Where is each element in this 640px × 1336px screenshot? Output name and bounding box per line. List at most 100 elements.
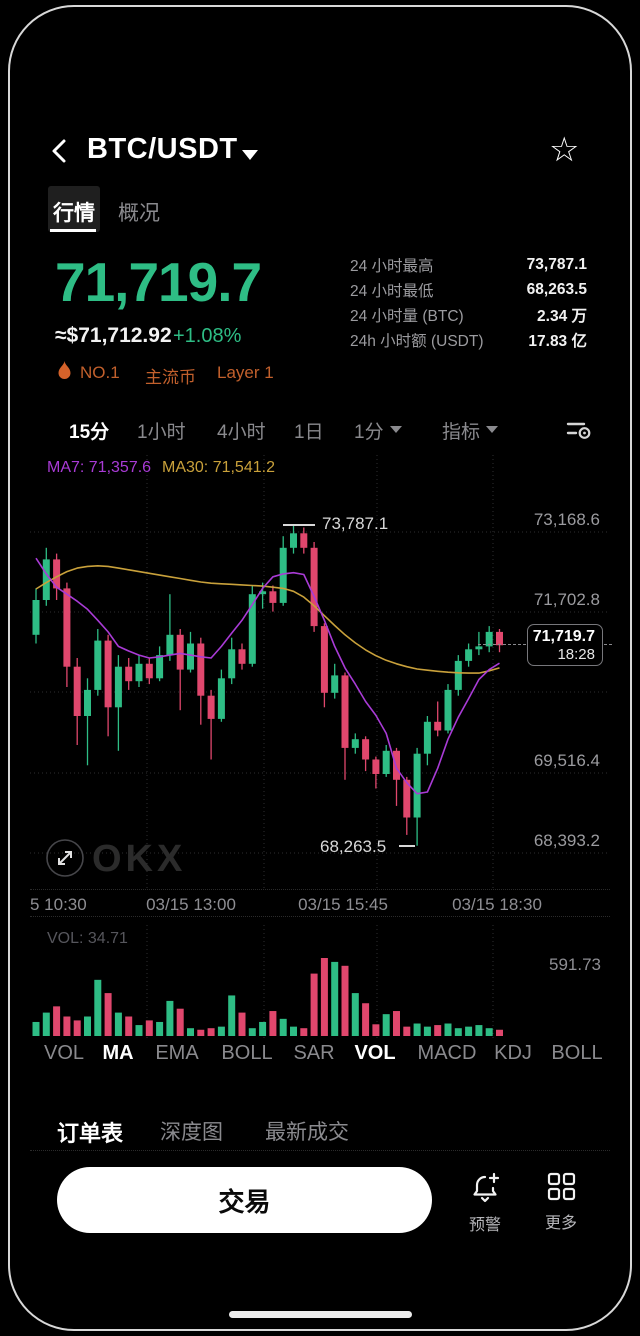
volume-current-label: VOL: 34.71 <box>47 930 128 947</box>
chart-settings-icon[interactable] <box>566 418 592 440</box>
y-axis-label: 71,702.8 <box>533 590 600 609</box>
alert-button[interactable]: 预警 <box>455 1170 515 1235</box>
volume-chart[interactable] <box>30 925 610 1038</box>
candle-body <box>238 649 246 664</box>
stat-row: 24 小时最低 68,263.5 <box>350 277 587 302</box>
y-axis-label: 69,516.4 <box>533 751 600 770</box>
ma7-label: MA7: 71,357.6 <box>47 459 152 476</box>
indicator-tab-vol[interactable]: VOL <box>43 1042 85 1064</box>
x-axis-label: 03/15 13:00 <box>146 895 236 914</box>
y-axis-label: 73,168.6 <box>533 510 600 529</box>
timeframe-dropdown[interactable]: 1分 <box>354 422 384 443</box>
timeframe-4h[interactable]: 4小时 <box>217 422 266 443</box>
volume-bar <box>341 965 349 1036</box>
timeframe-1d[interactable]: 1日 <box>294 422 324 443</box>
home-indicator[interactable] <box>229 1311 412 1318</box>
indicator-tab-ma[interactable]: MA <box>102 1042 134 1064</box>
candle-body <box>114 666 122 708</box>
indicator-tab-vol-sub[interactable]: VOL <box>354 1042 396 1064</box>
candle-body <box>300 533 308 548</box>
stat-value: 2.34 万 <box>537 307 587 325</box>
more-button[interactable]: 更多 <box>531 1170 591 1233</box>
tab-latest-trades[interactable]: 最新成交 <box>265 1121 349 1144</box>
stat-value: 73,787.1 <box>526 255 587 273</box>
volume-bar <box>465 1026 473 1036</box>
volume-bar <box>197 1029 205 1036</box>
flame-icon <box>58 361 71 379</box>
trade-button[interactable]: 交易 <box>57 1167 432 1233</box>
tab-underline <box>50 229 96 232</box>
candle-body <box>403 779 411 818</box>
volume-bar <box>187 1028 194 1036</box>
indicator-tab-boll[interactable]: BOLL <box>221 1042 273 1064</box>
indicator-tab-kdj-sub[interactable]: KDJ <box>494 1042 532 1064</box>
indicator-tab-sar[interactable]: SAR <box>293 1042 335 1064</box>
pair-title[interactable]: BTC/USDT <box>87 133 238 165</box>
candlestick-chart[interactable] <box>30 455 610 890</box>
volume-bar <box>248 1028 256 1036</box>
candle-body <box>444 689 452 731</box>
timeframe-1h[interactable]: 1小时 <box>137 422 186 443</box>
x-axis-label: 03/15 15:45 <box>298 895 388 914</box>
volume-bar <box>84 1016 91 1036</box>
tab-overview[interactable]: 概况 <box>118 202 160 225</box>
layer1-badge[interactable]: Layer 1 <box>217 363 274 382</box>
current-price-value: 71,719.7 <box>532 628 595 645</box>
timeframe-caret-icon[interactable] <box>390 426 402 433</box>
low-annotation: 68,263.5 <box>320 837 387 856</box>
candle-body <box>290 533 297 548</box>
mainstream-badge[interactable]: 主流币 <box>145 368 196 387</box>
bottom-tabs-separator <box>30 1150 610 1151</box>
expand-icon[interactable] <box>45 838 85 878</box>
last-price: 71,719.7 <box>55 251 262 313</box>
volume-bar <box>32 1021 40 1036</box>
high-annotation-line <box>283 524 315 526</box>
stat-value: 68,263.5 <box>526 280 587 298</box>
favorite-star-icon[interactable]: ☆ <box>549 131 580 169</box>
candle-body <box>362 739 370 760</box>
indicator-tab-ema[interactable]: EMA <box>155 1042 199 1064</box>
tab-depth-chart[interactable]: 深度图 <box>160 1121 223 1144</box>
grid-more-icon <box>547 1172 576 1201</box>
candle-body <box>42 559 50 600</box>
indicator-tab-boll-sub[interactable]: BOLL <box>551 1042 603 1064</box>
rank-badge[interactable]: NO.1 <box>80 363 120 382</box>
current-price-tag: 71,719.7 18:28 <box>527 624 603 666</box>
okx-watermark: OKX <box>92 838 187 880</box>
candle-body <box>125 666 133 682</box>
pair-dropdown-caret-icon[interactable] <box>242 150 258 160</box>
candle-body <box>145 663 153 679</box>
tab-order-book[interactable]: 订单表 <box>57 1121 124 1146</box>
indicator-tab-macd-sub[interactable]: MACD <box>417 1042 477 1064</box>
candle-body <box>341 675 349 748</box>
volume-bar <box>135 1025 143 1036</box>
candle-body <box>84 689 91 716</box>
current-price-dash <box>478 644 526 645</box>
indicator-menu[interactable]: 指标 <box>442 422 481 443</box>
volume-bar <box>94 979 102 1036</box>
candle-body <box>156 655 164 679</box>
stat-label: 24h 小时额 (USDT) <box>350 332 484 350</box>
volume-bar <box>53 1006 61 1036</box>
stat-row: 24 小时最高 73,787.1 <box>350 252 587 277</box>
timeframe-15m[interactable]: 15分 <box>69 422 110 443</box>
volume-bar <box>413 1023 421 1036</box>
tab-quotes[interactable]: 行情 <box>53 202 95 225</box>
volume-bar <box>228 995 236 1036</box>
indicator-caret-icon[interactable] <box>486 426 498 433</box>
volume-bar <box>238 1012 246 1036</box>
candle-body <box>63 588 71 667</box>
stat-label: 24 小时量 (BTC) <box>350 307 464 325</box>
bell-plus-icon <box>473 1172 500 1203</box>
stat-row: 24 小时量 (BTC) 2.34 万 <box>350 302 587 327</box>
back-icon[interactable] <box>46 136 74 166</box>
volume-bar <box>454 1028 462 1036</box>
volume-bar <box>259 1021 267 1036</box>
volume-bar <box>423 1026 431 1036</box>
volume-bar <box>372 1024 380 1036</box>
candle-body <box>382 750 390 774</box>
volume-bar <box>331 961 339 1036</box>
more-label: 更多 <box>544 1215 577 1232</box>
high-annotation: 73,787.1 <box>322 514 389 533</box>
candle-body <box>485 631 493 647</box>
